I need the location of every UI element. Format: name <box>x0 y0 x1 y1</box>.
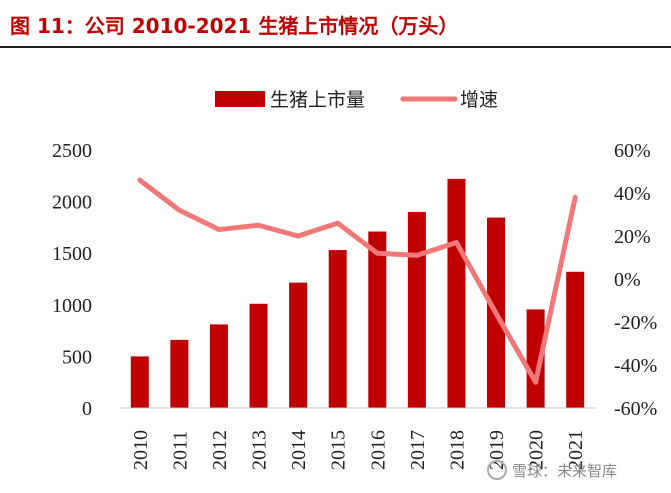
y-right-tick: -60% <box>614 398 657 420</box>
y-left-tick: 1500 <box>52 243 92 265</box>
x-tick-2012: 2012 <box>209 430 231 470</box>
legend-label-line: 增速 <box>460 89 498 111</box>
bar-2010 <box>130 356 149 408</box>
x-tick-2016: 2016 <box>367 430 389 470</box>
y-left-tick: 500 <box>62 346 92 368</box>
y-right-tick: 0% <box>614 269 641 291</box>
legend-swatch-bar <box>215 91 265 107</box>
legend-label-bar: 生猪上市量 <box>270 89 365 111</box>
x-tick-2013: 2013 <box>249 430 271 470</box>
bar-2015 <box>328 250 347 408</box>
bar-2021 <box>566 271 585 408</box>
y-left-tick: 2500 <box>52 140 92 162</box>
y-right-tick: 20% <box>614 226 651 248</box>
x-tick-2020: 2020 <box>526 430 548 470</box>
watermark: 雪球：未来智库 <box>487 460 617 480</box>
x-tick-2011: 2011 <box>169 431 191 470</box>
bar-2020 <box>526 309 545 408</box>
bar-2014 <box>289 282 308 408</box>
y-right-tick: 40% <box>614 183 651 205</box>
x-tick-2021: 2021 <box>565 430 587 470</box>
bar-2016 <box>368 231 387 408</box>
y-left-tick: 1000 <box>52 295 92 317</box>
bar-2012 <box>209 324 228 408</box>
title-divider <box>0 46 671 48</box>
watermark-text: 雪球：未来智库 <box>512 462 617 480</box>
bar-2017 <box>407 211 426 408</box>
x-tick-2015: 2015 <box>328 430 350 470</box>
y-right-tick: -40% <box>614 355 657 377</box>
bar-2011 <box>170 339 189 408</box>
x-tick-2018: 2018 <box>446 430 468 470</box>
y-right-tick: -20% <box>614 312 657 334</box>
watermark-icon <box>487 460 507 480</box>
chart-title: 图 11：公司 2010-2021 生猪上市情况（万头） <box>10 14 459 38</box>
y-left-tick: 2000 <box>52 192 92 214</box>
y-left-tick: 0 <box>82 398 92 420</box>
x-tick-2017: 2017 <box>407 430 429 470</box>
x-tick-2014: 2014 <box>288 430 310 470</box>
x-tick-2010: 2010 <box>130 430 152 470</box>
growth-line <box>137 177 578 385</box>
y-right-tick: 60% <box>614 140 651 162</box>
bar-2018 <box>447 178 466 408</box>
bar-2013 <box>249 303 268 408</box>
x-tick-2019: 2019 <box>486 430 508 470</box>
